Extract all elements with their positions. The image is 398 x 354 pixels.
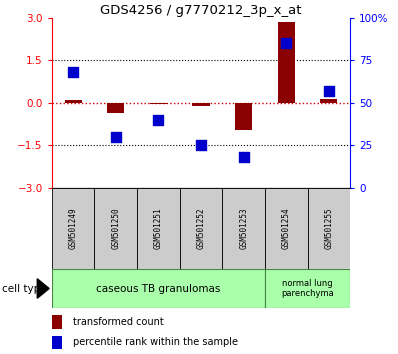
- Bar: [64, 101, 82, 103]
- Text: GSM501255: GSM501255: [324, 207, 334, 249]
- Bar: [52, 269, 265, 308]
- Point: [240, 154, 247, 160]
- Bar: [308, 188, 350, 269]
- Bar: [52, 315, 62, 329]
- Text: percentile rank within the sample: percentile rank within the sample: [73, 337, 238, 348]
- Bar: [150, 103, 167, 104]
- Bar: [265, 269, 350, 308]
- Bar: [52, 336, 62, 349]
- Text: GSM501254: GSM501254: [282, 207, 291, 249]
- Bar: [222, 188, 265, 269]
- Point: [326, 88, 332, 93]
- Text: GSM501253: GSM501253: [239, 207, 248, 249]
- Text: GSM501249: GSM501249: [68, 207, 78, 249]
- Text: GSM501252: GSM501252: [197, 207, 205, 249]
- Bar: [94, 188, 137, 269]
- Text: normal lung
parenchyma: normal lung parenchyma: [281, 279, 334, 298]
- Bar: [179, 188, 222, 269]
- Bar: [52, 188, 94, 269]
- Text: transformed count: transformed count: [73, 317, 164, 327]
- Bar: [265, 188, 308, 269]
- Bar: [137, 188, 179, 269]
- Text: GSM501250: GSM501250: [111, 207, 120, 249]
- Point: [198, 142, 204, 148]
- Text: cell type: cell type: [2, 284, 47, 293]
- Bar: [107, 103, 124, 113]
- Point: [155, 117, 162, 122]
- Point: [283, 40, 289, 46]
- Point: [113, 134, 119, 139]
- Title: GDS4256 / g7770212_3p_x_at: GDS4256 / g7770212_3p_x_at: [100, 4, 302, 17]
- Text: caseous TB granulomas: caseous TB granulomas: [96, 284, 220, 293]
- Text: GSM501251: GSM501251: [154, 207, 163, 249]
- Bar: [193, 103, 209, 106]
- Polygon shape: [37, 279, 49, 298]
- Point: [70, 69, 76, 75]
- Bar: [235, 103, 252, 130]
- Bar: [278, 22, 295, 103]
- Bar: [320, 99, 338, 103]
